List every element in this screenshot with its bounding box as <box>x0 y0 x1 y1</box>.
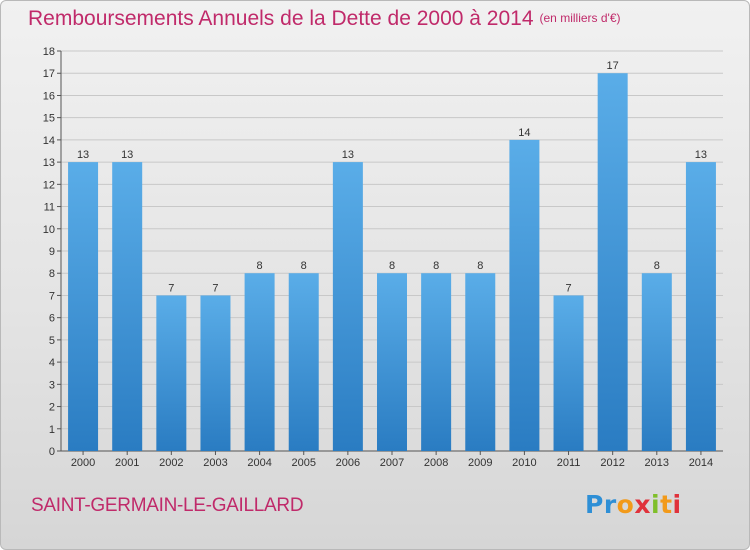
data-label: 7 <box>565 282 571 294</box>
y-tick-label: 7 <box>49 290 55 302</box>
x-tick-label: 2014 <box>689 457 713 469</box>
x-tick-label: 2002 <box>159 457 183 469</box>
x-tick-label: 2001 <box>115 457 139 469</box>
logo-letter: r <box>603 490 617 519</box>
bar <box>156 295 187 451</box>
bar <box>68 162 99 451</box>
data-label: 8 <box>654 260 660 272</box>
y-tick-label: 18 <box>43 46 55 58</box>
data-labels: 13 13 7 7 8 8 13 8 8 8 14 7 17 8 13 <box>77 60 707 294</box>
bar <box>465 273 496 451</box>
bar <box>641 273 672 451</box>
data-label: 7 <box>212 282 218 294</box>
y-tick-label: 12 <box>43 179 55 191</box>
y-tick-label: 9 <box>49 246 55 258</box>
x-tick-label: 2006 <box>336 457 360 469</box>
data-label: 7 <box>168 282 174 294</box>
x-tick-label: 2003 <box>203 457 227 469</box>
bars <box>68 73 716 451</box>
proxiti-logo: Proxiti <box>585 490 682 519</box>
bar <box>332 162 363 451</box>
logo-letter: i <box>672 490 682 519</box>
bar <box>509 139 540 451</box>
x-tick-label: 2007 <box>380 457 404 469</box>
logo-letter: i <box>651 490 661 519</box>
bar <box>288 273 319 451</box>
bar <box>597 73 628 451</box>
data-label: 13 <box>121 149 133 161</box>
y-tick-label: 0 <box>49 446 55 458</box>
chart-unit-note: (en milliers d'€) <box>539 11 621 25</box>
y-tick-label: 14 <box>43 135 55 147</box>
y-tick-label: 11 <box>44 202 55 214</box>
x-tick-label: 2000 <box>71 457 95 469</box>
data-label: 17 <box>607 60 619 72</box>
data-label: 13 <box>77 149 89 161</box>
x-tick-label: 2009 <box>468 457 492 469</box>
x-tick-label: 2008 <box>424 457 448 469</box>
data-label: 13 <box>695 149 707 161</box>
data-label: 8 <box>301 260 307 272</box>
x-tick-label: 2010 <box>512 457 536 469</box>
x-tick-label: 2011 <box>557 457 581 469</box>
x-tick-label: 2012 <box>600 457 624 469</box>
x-tick-label: 2013 <box>645 457 669 469</box>
bar <box>200 295 231 451</box>
y-tick-label: 16 <box>43 90 55 102</box>
chart-title-text: Remboursements Annuels de la Dette de 20… <box>28 7 534 30</box>
x-tick-label: 2004 <box>247 457 271 469</box>
y-tick-label: 8 <box>49 268 55 280</box>
bar <box>112 162 143 451</box>
data-label: 8 <box>389 260 395 272</box>
y-tick-label: 1 <box>49 424 55 436</box>
bar <box>553 295 584 451</box>
bar <box>377 273 407 451</box>
data-label: 13 <box>342 149 354 161</box>
y-tick-label: 6 <box>49 313 55 325</box>
y-tick-label: 4 <box>49 357 55 369</box>
data-label: 14 <box>518 127 530 139</box>
y-tick-label: 15 <box>43 113 55 125</box>
logo-letter: P <box>585 490 604 519</box>
y-tick-label: 10 <box>43 224 55 236</box>
chart-title: Remboursements Annuels de la Dette de 20… <box>28 7 621 31</box>
y-tick-label: 2 <box>49 402 55 414</box>
y-tick-label: 3 <box>49 379 55 391</box>
y-tick-label: 17 <box>43 68 55 80</box>
y-tick-label: 13 <box>43 157 55 169</box>
commune-name: SAINT-GERMAIN-LE-GAILLARD <box>31 495 304 516</box>
data-label: 8 <box>257 260 263 272</box>
y-tick-label: 5 <box>49 335 55 347</box>
data-label: 8 <box>433 260 439 272</box>
data-label: 8 <box>477 260 483 272</box>
logo-letter: t <box>660 490 673 519</box>
logo-letter: o <box>616 490 635 519</box>
x-tick-label: 2005 <box>291 457 315 469</box>
bar <box>421 273 452 451</box>
bar <box>685 162 716 451</box>
bar <box>244 273 275 451</box>
logo-letter: x <box>634 490 651 519</box>
